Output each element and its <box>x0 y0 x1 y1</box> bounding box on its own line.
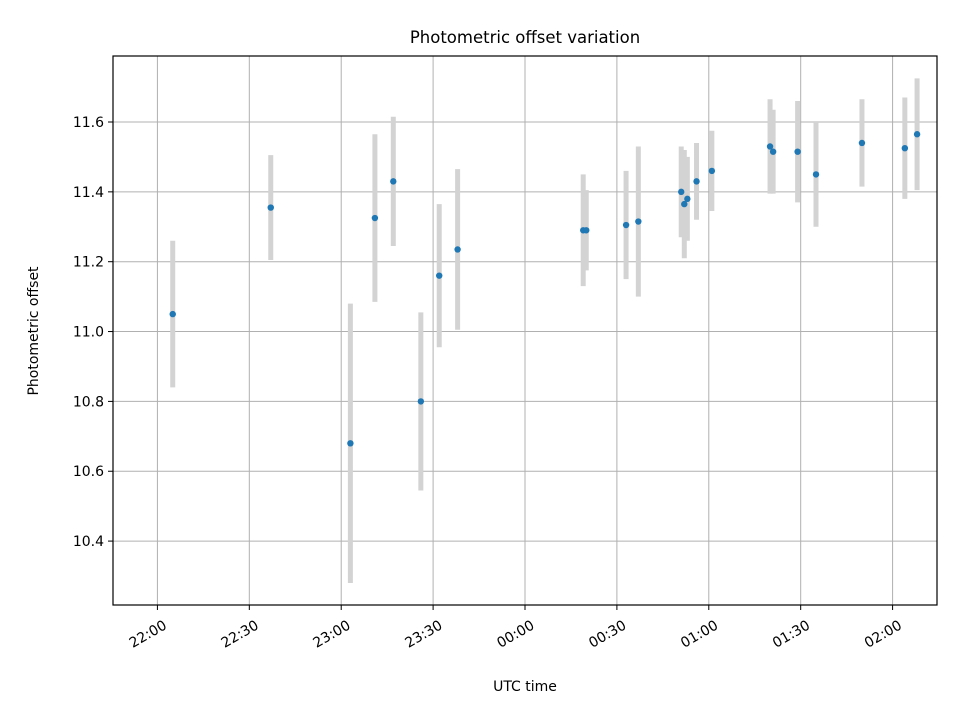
data-point <box>913 131 921 138</box>
data-point <box>681 200 688 208</box>
y-tick-label: 10.6 <box>73 464 104 480</box>
data-point <box>347 440 354 447</box>
data-point <box>583 227 590 234</box>
data-point <box>436 272 443 279</box>
data-point <box>371 214 379 222</box>
data-point <box>169 310 176 318</box>
chart-title: Photometric offset variation <box>410 28 640 47</box>
data-point <box>769 148 777 155</box>
y-axis-label: Photometric offset <box>26 266 42 396</box>
data-point <box>901 144 909 152</box>
data-point <box>766 143 774 150</box>
data-point <box>684 195 691 203</box>
y-tick-label: 11.0 <box>73 325 104 341</box>
data-point <box>454 246 461 253</box>
data-point <box>794 148 801 155</box>
data-point <box>858 139 866 147</box>
y-tick-label: 11.4 <box>73 185 104 201</box>
data-point <box>708 167 716 175</box>
data-point <box>267 204 274 211</box>
y-tick-label: 11.6 <box>73 115 104 131</box>
data-point <box>417 398 425 405</box>
data-point <box>622 221 630 229</box>
data-point <box>635 218 642 225</box>
data-point <box>678 188 685 196</box>
x-axis-label: UTC time <box>493 679 557 695</box>
y-axis-ticks: 10.4 10.6 10.8 11.0 11.2 11.4 11.6 <box>73 115 113 550</box>
data-point <box>812 171 820 178</box>
data-points <box>169 131 921 447</box>
y-tick-label: 10.4 <box>73 534 104 550</box>
y-tick-label: 10.8 <box>73 394 104 410</box>
data-point <box>693 178 700 185</box>
y-tick-label: 11.2 <box>73 255 104 271</box>
data-point <box>390 178 397 185</box>
